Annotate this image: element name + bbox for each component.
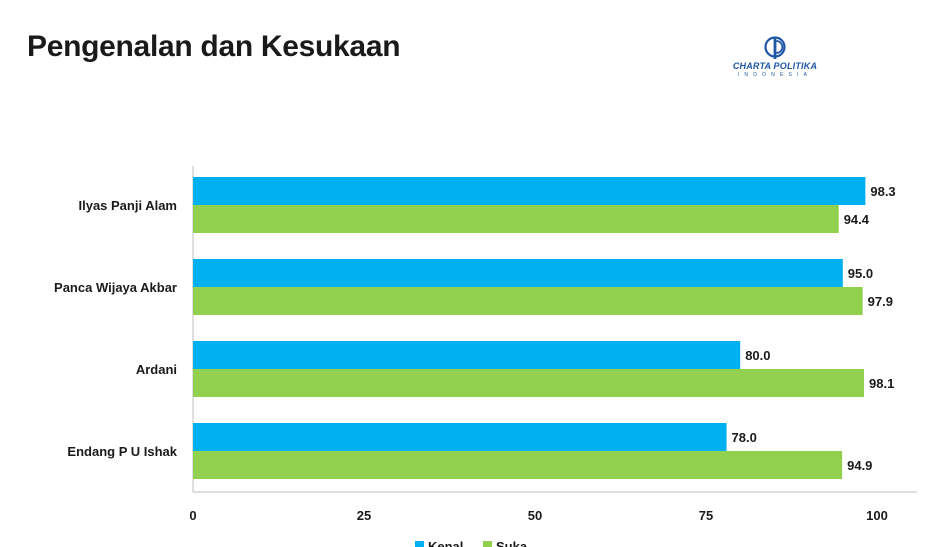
bar-kenal — [193, 177, 866, 205]
category-label: Ilyas Panji Alam — [78, 198, 177, 213]
bar-suka — [193, 369, 865, 397]
data-label: 94.9 — [847, 458, 872, 473]
x-tick-label: 25 — [357, 508, 371, 523]
bar-suka — [193, 451, 843, 479]
x-tick-label: 100 — [866, 508, 888, 523]
globe-icon — [764, 36, 786, 59]
data-label: 80.0 — [745, 348, 770, 363]
category-labels: Ilyas Panji Alam Panca Wijaya Akbar Ardani… — [54, 198, 178, 459]
chart-bars — [193, 177, 866, 479]
legend-label: Kenal — [428, 539, 463, 547]
bar-kenal — [193, 423, 727, 451]
x-tick-label: 0 — [189, 508, 196, 523]
bar-suka — [193, 205, 839, 233]
x-axis-ticks: 0 25 50 75 100 — [189, 508, 887, 523]
chart-legend: Kenal Suka — [415, 539, 528, 547]
bar-kenal — [193, 341, 741, 369]
legend-swatch-kenal — [415, 541, 424, 547]
logo-subtitle: INDONESIA — [737, 72, 813, 78]
data-label: 94.4 — [844, 212, 870, 227]
bar-kenal — [193, 259, 843, 287]
data-label: 78.0 — [732, 430, 757, 445]
data-label: 95.0 — [848, 266, 873, 281]
data-label: 98.1 — [869, 376, 894, 391]
data-label: 97.9 — [868, 294, 893, 309]
page-title: Pengenalan dan Kesukaan — [27, 30, 401, 63]
x-tick-label: 50 — [528, 508, 542, 523]
bar-suka — [193, 287, 863, 315]
x-tick-label: 75 — [699, 508, 713, 523]
logo-name: CHARTA POLITIKA — [732, 61, 818, 71]
charta-politika-logo: CHARTA POLITIKA INDONESIA — [712, 36, 838, 82]
legend-label: Suka — [496, 539, 528, 547]
category-label: Panca Wijaya Akbar — [54, 280, 177, 295]
category-label: Ardani — [136, 362, 177, 377]
data-label: 98.3 — [870, 184, 895, 199]
legend-swatch-suka — [483, 541, 492, 547]
value-labels: 98.394.4 95.0 97.9 80.0 98.1 78.0 94.9 — [732, 184, 896, 473]
category-label: Endang P U Ishak — [67, 444, 177, 459]
